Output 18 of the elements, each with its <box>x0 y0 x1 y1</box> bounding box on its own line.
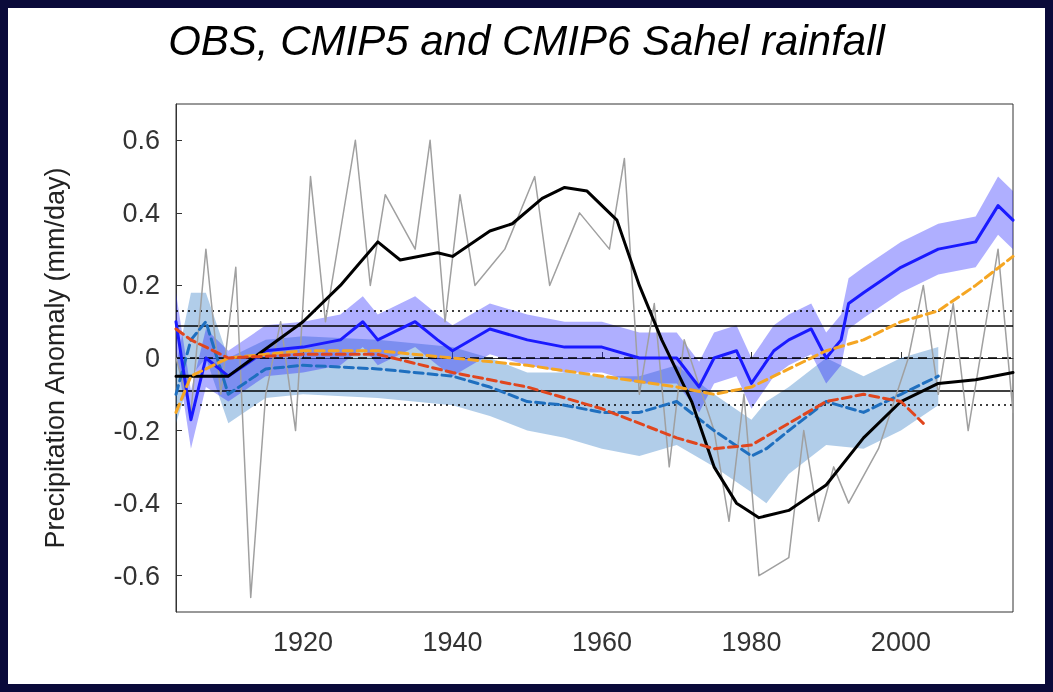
y-tick-label: 0.2 <box>122 270 160 301</box>
line-series <box>175 139 1014 599</box>
y-tick-label: -0.4 <box>113 488 160 519</box>
x-tick-label: 1960 <box>571 626 633 657</box>
y-axis-title: Precipitation Anomaly (mm/day) <box>39 167 70 549</box>
y-tick-label: 0.4 <box>122 197 160 228</box>
chart-title: OBS, CMIP5 and CMIP6 Sahel rainfall <box>168 16 887 64</box>
line-series <box>174 204 1015 422</box>
y-tick-label: 0.6 <box>122 125 160 156</box>
y-tick-label: -0.2 <box>113 415 160 446</box>
x-tick-label: 2000 <box>870 626 931 657</box>
line-series <box>174 254 1015 414</box>
x-tick-label: 1980 <box>721 626 782 657</box>
y-tick-label: -0.6 <box>113 560 160 591</box>
line-series <box>174 185 1015 520</box>
x-tick-label: 1920 <box>273 626 334 657</box>
x-tick-label: 1940 <box>422 626 483 657</box>
y-tick-label: 0 <box>144 343 160 373</box>
